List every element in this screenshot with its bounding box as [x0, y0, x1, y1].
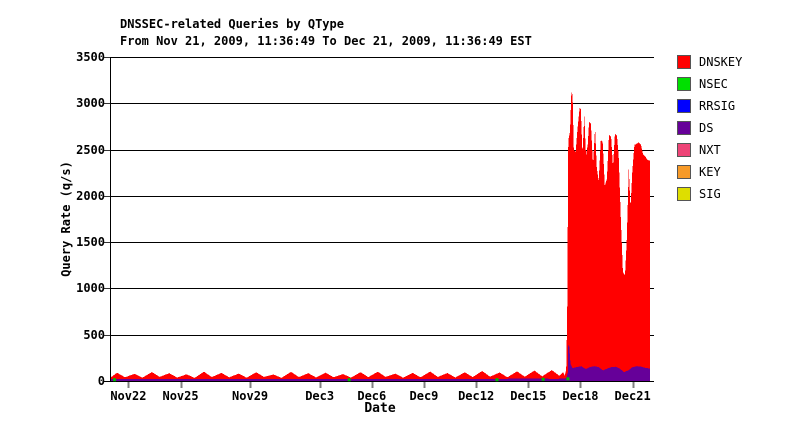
series-speck-nsec	[113, 378, 116, 382]
x-tick-label: Nov29	[232, 389, 269, 403]
legend-label: RRSIG	[699, 99, 736, 113]
legend-swatch-icon	[677, 143, 691, 157]
legend-item-rrsig: RRSIG	[677, 95, 742, 117]
y-tick-label: 1000	[76, 281, 105, 296]
legend-swatch-icon	[677, 187, 691, 201]
y-tick-label: 500	[83, 327, 105, 342]
x-tick-label: Dec9	[409, 389, 439, 403]
legend-swatch-icon	[677, 165, 691, 179]
series-area-ds	[111, 344, 650, 381]
legend-swatch-icon	[677, 99, 691, 113]
y-tick-label: 3500	[76, 50, 105, 64]
legend: DNSKEY NSEC RRSIG DS NXT KEY SIG	[677, 51, 742, 205]
x-tick-label: Nov25	[162, 389, 199, 403]
legend-item-sig: SIG	[677, 183, 742, 205]
x-tick-label: Dec6	[357, 389, 387, 403]
y-tick-label: 1500	[76, 235, 105, 250]
x-tick-label: Nov22	[110, 389, 147, 403]
series-area-dnskey	[111, 91, 650, 382]
series-speck-nsec	[347, 378, 351, 382]
legend-swatch-icon	[677, 121, 691, 135]
series-speck-nsec	[495, 378, 499, 382]
x-tick-label: Dec15	[510, 389, 547, 403]
legend-item-dnskey: DNSKEY	[677, 51, 742, 73]
legend-label: SIG	[699, 187, 721, 201]
y-tick-label: 2000	[76, 188, 105, 203]
x-tick-label: Dec21	[614, 389, 651, 403]
legend-item-ds: DS	[677, 117, 742, 139]
chart-subtitle: From Nov 21, 2009, 11:36:49 To Dec 21, 2…	[120, 34, 532, 48]
x-axis-label: Date	[364, 401, 396, 416]
legend-label: KEY	[699, 165, 721, 179]
legend-swatch-icon	[677, 55, 691, 69]
x-tick-label: Dec3	[305, 389, 335, 403]
x-tick-label: Dec18	[562, 389, 599, 403]
legend-item-nsec: NSEC	[677, 73, 742, 95]
x-tick-label: Dec12	[458, 389, 495, 403]
legend-label: DS	[699, 121, 714, 135]
chart-title: DNSSEC-related Queries by QType	[120, 17, 344, 31]
legend-label: NSEC	[699, 77, 728, 91]
legend-label: DNSKEY	[699, 55, 743, 69]
y-tick-label: 0	[97, 374, 105, 388]
y-tick-label: 2500	[76, 142, 105, 157]
series-speck-nsec	[541, 377, 545, 381]
y-tick-label: 3000	[76, 96, 105, 111]
legend-item-key: KEY	[677, 161, 742, 183]
legend-item-nxt: NXT	[677, 139, 742, 161]
legend-swatch-icon	[677, 77, 691, 91]
legend-label: NXT	[699, 143, 721, 157]
series-speck-nsec	[566, 377, 570, 381]
